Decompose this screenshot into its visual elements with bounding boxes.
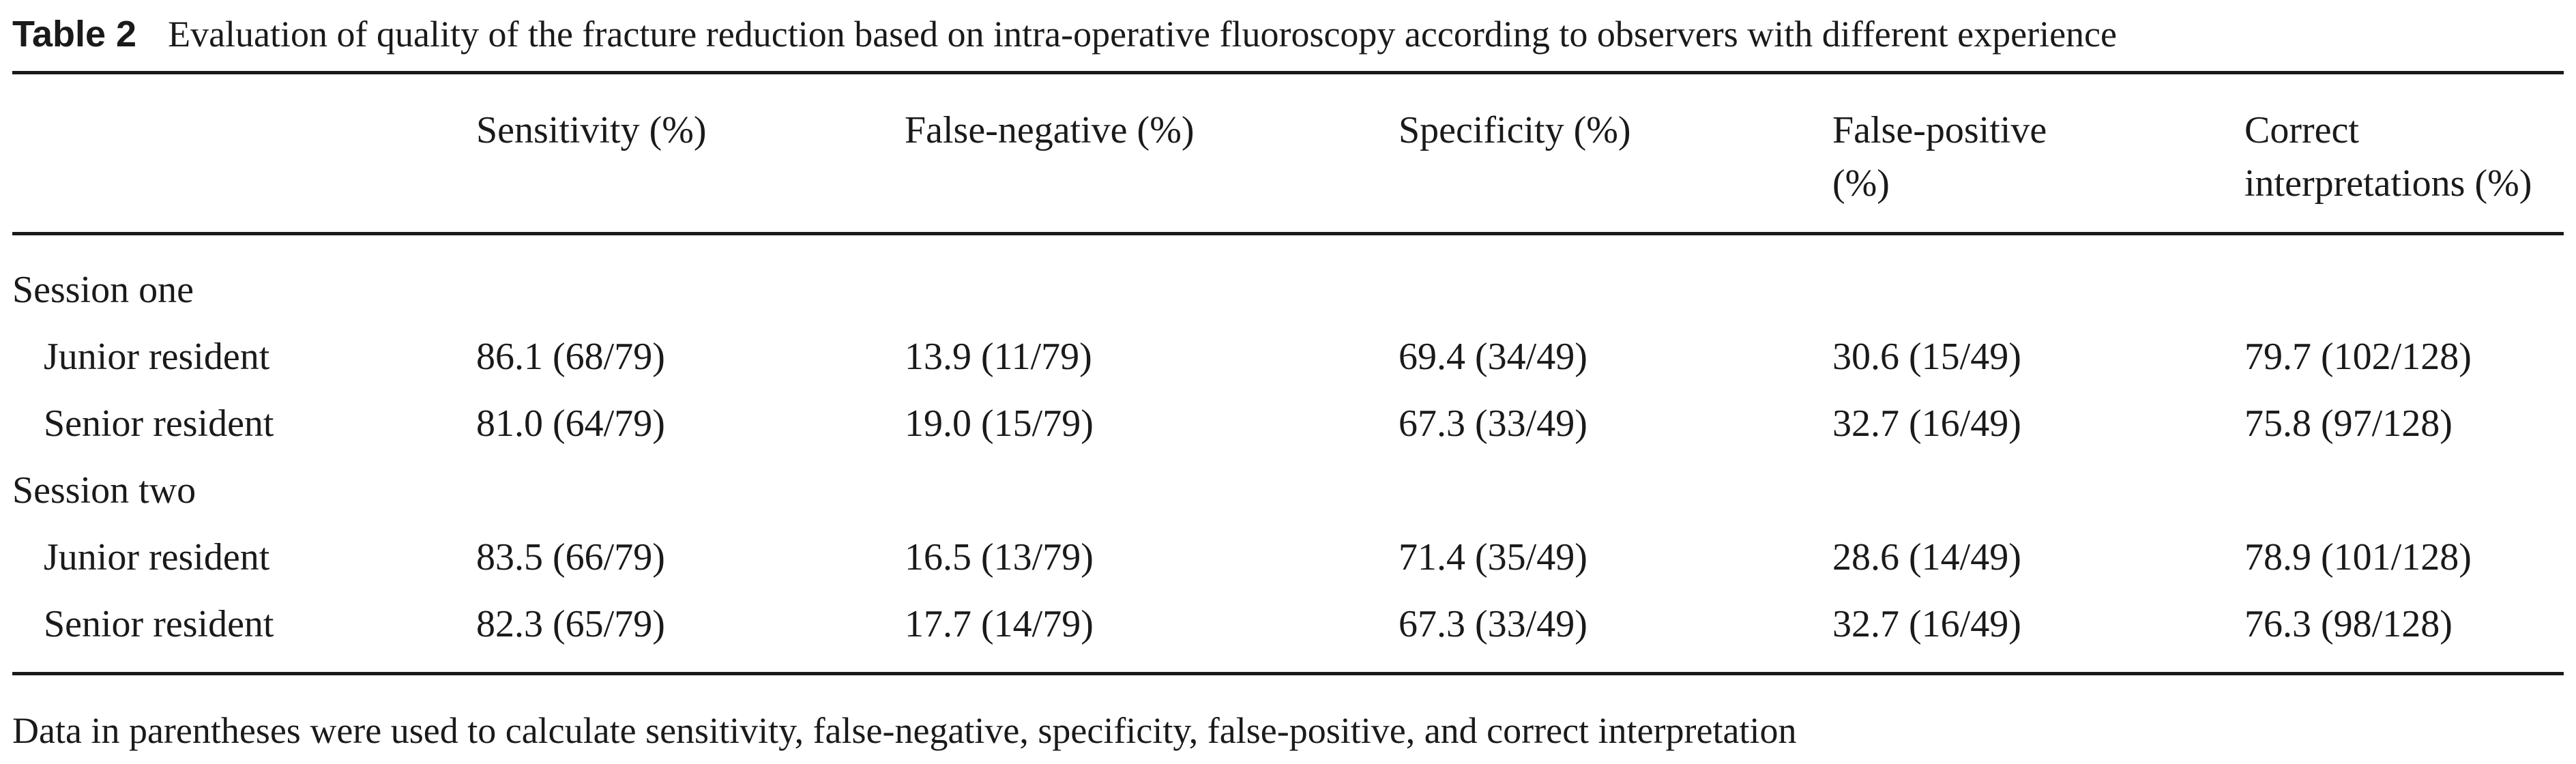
table-caption: Table 2 Evaluation of quality of the frac… (12, 10, 2564, 59)
table-cell: 67.3 (33/49) (1399, 603, 1587, 645)
bottom-rule (12, 672, 2564, 675)
table-cell: 71.4 (35/49) (1399, 536, 1587, 578)
table-cell: 79.7 (102/128) (2244, 336, 2472, 378)
column-header-specificity: Specificity (%) (1399, 109, 1631, 151)
table-cell: 67.3 (33/49) (1399, 402, 1587, 445)
column-header-sensitivity: Sensitivity (%) (476, 109, 707, 151)
group-label-session-two: Session two (12, 469, 196, 512)
row-label: Junior resident (44, 336, 270, 378)
table-cell: 13.9 (11/79) (905, 336, 1092, 378)
table-cell: 17.7 (14/79) (905, 603, 1094, 645)
table-cell: 81.0 (64/79) (476, 402, 665, 445)
table-cell: 76.3 (98/128) (2244, 603, 2453, 645)
table-cell: 69.4 (34/49) (1399, 336, 1587, 378)
table-cell: 32.7 (16/49) (1832, 603, 2021, 645)
table-label: Table 2 (12, 14, 137, 55)
table-cell: 30.6 (15/49) (1832, 336, 2021, 378)
header-rule (12, 232, 2564, 235)
group-label-session-one: Session one (12, 269, 194, 311)
table-cell: 75.8 (97/128) (2244, 402, 2453, 445)
top-rule (12, 71, 2564, 74)
table-cell: 78.9 (101/128) (2244, 536, 2472, 578)
column-header-false-negative: False-negative (%) (905, 109, 1195, 151)
table-cell: 86.1 (68/79) (476, 336, 665, 378)
table-footnote: Data in parentheses were used to calcula… (12, 710, 1797, 751)
row-label: Junior resident (44, 536, 270, 578)
table-cell: 19.0 (15/79) (905, 402, 1094, 445)
row-label: Senior resident (44, 603, 274, 645)
table-cell: 16.5 (13/79) (905, 536, 1094, 578)
table-cell: 83.5 (66/79) (476, 536, 665, 578)
column-header-correct-interpretations: Correct interpretations (%) (2244, 109, 2532, 205)
table-cell: 32.7 (16/49) (1832, 402, 2021, 445)
column-header-false-positive: False-positive (%) (1832, 109, 2047, 205)
table-cell: 28.6 (14/49) (1832, 536, 2021, 578)
row-label: Senior resident (44, 402, 274, 445)
table-cell: 82.3 (65/79) (476, 603, 665, 645)
table-title: Evaluation of quality of the fracture re… (168, 14, 2117, 55)
